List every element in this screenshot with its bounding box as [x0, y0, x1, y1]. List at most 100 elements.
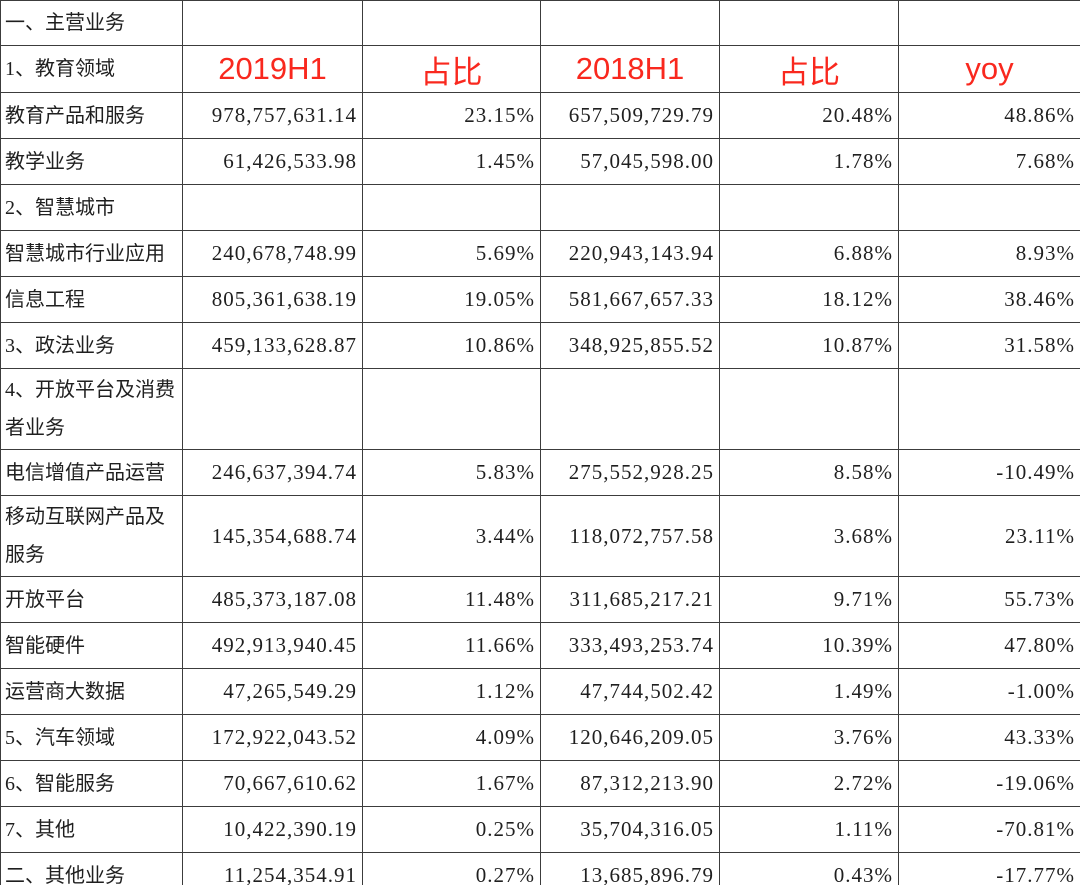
cell-yoy — [898, 368, 1080, 450]
cell-2018h1-value: 120,646,209.05 — [540, 714, 720, 761]
cell-2019h1-ratio: 10.86% — [362, 322, 541, 369]
row-label: 5、汽车领域 — [0, 714, 183, 761]
cell-2018h1-value: 118,072,757.58 — [540, 495, 720, 577]
cell-2019h1-value — [182, 184, 363, 231]
table-row: 电信增值产品运营 246,637,394.74 5.83% 275,552,928.2… — [0, 449, 1080, 496]
cell-2019h1-ratio — [362, 368, 541, 450]
cell-2018h1-value — [540, 368, 720, 450]
cell-yoy: -17.77% — [898, 852, 1080, 885]
table-row: 2、智慧城市 — [0, 184, 1080, 231]
cell-yoy — [898, 0, 1080, 46]
row-label: 智慧城市行业应用 — [0, 230, 183, 277]
cell-yoy: 31.58% — [898, 322, 1080, 369]
table-row: 4、开放平台及消费 者业务 — [0, 368, 1080, 450]
cell-2019h1-value: 492,913,940.45 — [182, 622, 363, 669]
cell-yoy: 8.93% — [898, 230, 1080, 277]
cell-2019h1-value: 459,133,628.87 — [182, 322, 363, 369]
cell-yoy: 55.73% — [898, 576, 1080, 623]
table-row: 二、其他业务 11,254,354.91 0.27% 13,685,896.79 0.4… — [0, 852, 1080, 885]
table-row: 运营商大数据 47,265,549.29 1.12% 47,744,502.42 1.4… — [0, 668, 1080, 715]
row-label: 智能硬件 — [0, 622, 183, 669]
cell-2019h1-value: 11,254,354.91 — [182, 852, 363, 885]
column-header-cell-2018h1-ratio: 占比 — [719, 45, 899, 93]
cell-2019h1-ratio: 4.09% — [362, 714, 541, 761]
column-header-cell-yoy: yoy — [898, 45, 1080, 93]
cell-2019h1-ratio: 5.83% — [362, 449, 541, 496]
table-row: 移动互联网产品及 服务 145,354,688.74 3.44% 118,072,75… — [0, 495, 1080, 577]
cell-2019h1-value: 246,637,394.74 — [182, 449, 363, 496]
cell-2018h1-value: 87,312,213.90 — [540, 760, 720, 807]
cell-2019h1-value: 61,426,533.98 — [182, 138, 363, 185]
cell-2018h1-ratio: 1.78% — [719, 138, 899, 185]
cell-yoy: -70.81% — [898, 806, 1080, 853]
cell-2018h1-ratio: 8.58% — [719, 449, 899, 496]
row-label: 2、智慧城市 — [0, 184, 183, 231]
cell-2018h1-ratio: 10.39% — [719, 622, 899, 669]
row-label: 3、政法业务 — [0, 322, 183, 369]
cell-2019h1-ratio: 23.15% — [362, 92, 541, 139]
cell-2018h1-ratio: 18.12% — [719, 276, 899, 323]
table-row: 一、主营业务 — [0, 0, 1080, 46]
cell-yoy — [898, 184, 1080, 231]
cell-2018h1-value: 657,509,729.79 — [540, 92, 720, 139]
cell-2018h1-ratio: 3.76% — [719, 714, 899, 761]
cell-2018h1-value: 275,552,928.25 — [540, 449, 720, 496]
cell-2018h1-value: 333,493,253.74 — [540, 622, 720, 669]
cell-2019h1-ratio — [362, 0, 541, 46]
cell-2018h1-value: 311,685,217.21 — [540, 576, 720, 623]
row-label: 一、主营业务 — [0, 0, 183, 46]
table-row: 智能硬件 492,913,940.45 11.66% 333,493,253.74 10… — [0, 622, 1080, 669]
cell-2019h1-ratio: 1.12% — [362, 668, 541, 715]
cell-2019h1-ratio: 11.66% — [362, 622, 541, 669]
table-row: 1、教育领域 2019H1 占比 2018H1 占比 yoy — [0, 45, 1080, 93]
cell-2019h1-ratio: 5.69% — [362, 230, 541, 277]
cell-2019h1-ratio: 0.25% — [362, 806, 541, 853]
cell-yoy: -1.00% — [898, 668, 1080, 715]
column-header-cell-2019h1-value: 2019H1 — [182, 45, 363, 93]
table-row: 教学业务 61,426,533.98 1.45% 57,045,598.00 1.78%… — [0, 138, 1080, 185]
cell-yoy: -19.06% — [898, 760, 1080, 807]
table-row: 智慧城市行业应用 240,678,748.99 5.69% 220,943,143.9… — [0, 230, 1080, 277]
table-row: 开放平台 485,373,187.08 11.48% 311,685,217.21 9.… — [0, 576, 1080, 623]
row-label: 运营商大数据 — [0, 668, 183, 715]
cell-2019h1-value: 240,678,748.99 — [182, 230, 363, 277]
row-label: 6、智能服务 — [0, 760, 183, 807]
cell-2018h1-ratio: 9.71% — [719, 576, 899, 623]
cell-2018h1-ratio: 10.87% — [719, 322, 899, 369]
cell-2018h1-value: 57,045,598.00 — [540, 138, 720, 185]
table-row: 7、其他 10,422,390.19 0.25% 35,704,316.05 1.11%… — [0, 806, 1080, 853]
cell-yoy: 7.68% — [898, 138, 1080, 185]
table-row: 教育产品和服务 978,757,631.14 23.15% 657,509,729.7… — [0, 92, 1080, 139]
cell-2019h1-ratio — [362, 184, 541, 231]
row-label: 教育产品和服务 — [0, 92, 183, 139]
row-label: 移动互联网产品及 服务 — [0, 495, 183, 577]
table-row: 3、政法业务 459,133,628.87 10.86% 348,925,855.52… — [0, 322, 1080, 369]
cell-2019h1-value: 485,373,187.08 — [182, 576, 363, 623]
table-row: 信息工程 805,361,638.19 19.05% 581,667,657.33 18… — [0, 276, 1080, 323]
column-header-cell-2018h1-value: 2018H1 — [540, 45, 720, 93]
cell-2019h1-ratio: 19.05% — [362, 276, 541, 323]
cell-2019h1-ratio: 1.45% — [362, 138, 541, 185]
cell-2018h1-ratio — [719, 0, 899, 46]
cell-yoy: 38.46% — [898, 276, 1080, 323]
row-label: 1、教育领域 — [0, 45, 183, 93]
cell-yoy: 43.33% — [898, 714, 1080, 761]
column-header-cell-2019h1-ratio: 占比 — [362, 45, 541, 93]
cell-2018h1-value: 581,667,657.33 — [540, 276, 720, 323]
cell-2019h1-ratio: 1.67% — [362, 760, 541, 807]
row-label: 教学业务 — [0, 138, 183, 185]
cell-2019h1-value: 70,667,610.62 — [182, 760, 363, 807]
cell-2018h1-ratio: 1.11% — [719, 806, 899, 853]
row-label: 开放平台 — [0, 576, 183, 623]
cell-2018h1-value: 47,744,502.42 — [540, 668, 720, 715]
cell-2019h1-ratio: 11.48% — [362, 576, 541, 623]
cell-2018h1-ratio: 1.49% — [719, 668, 899, 715]
table-row: 6、智能服务 70,667,610.62 1.67% 87,312,213.90 2.7… — [0, 760, 1080, 807]
row-label: 4、开放平台及消费 者业务 — [0, 368, 183, 450]
cell-2019h1-value: 805,361,638.19 — [182, 276, 363, 323]
cell-2019h1-value: 47,265,549.29 — [182, 668, 363, 715]
cell-2019h1-value: 978,757,631.14 — [182, 92, 363, 139]
table-row: 5、汽车领域 172,922,043.52 4.09% 120,646,209.05 3… — [0, 714, 1080, 761]
